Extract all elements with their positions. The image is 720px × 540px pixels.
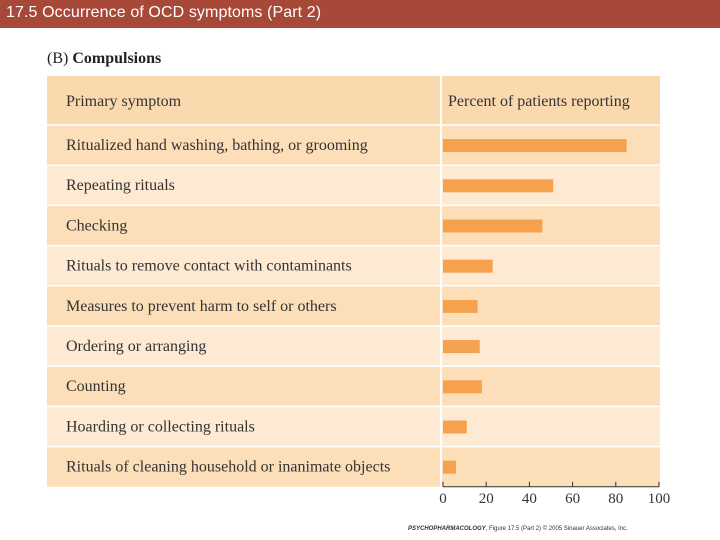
bar-1: [443, 139, 627, 153]
column-header-percent: Percent of patients reporting: [448, 93, 630, 110]
column-header-symptom: Primary symptom: [66, 93, 182, 110]
symptom-label: Checking: [66, 217, 127, 234]
x-tick-label: 80: [608, 491, 623, 507]
credit-rights: © 2005 Sinauer Associates, Inc.: [542, 526, 628, 532]
table-row-bg: [47, 205, 660, 246]
bar-8: [443, 420, 467, 434]
slide-title: 17.5 Occurrence of OCD symptoms (Part 2): [6, 4, 322, 21]
symptom-label: Counting: [66, 378, 126, 395]
symptom-label: Rituals of cleaning household or inanima…: [66, 459, 390, 476]
table-row-bg: [47, 285, 660, 326]
x-tick-label: 40: [522, 491, 537, 507]
table-row-bg: [47, 406, 660, 447]
symptom-label: Rituals to remove contact with contamina…: [66, 258, 352, 275]
table-row-bg: [47, 326, 660, 367]
bar-7: [443, 380, 482, 394]
x-tick-label: 20: [479, 491, 494, 507]
table-row-bg: [47, 366, 660, 407]
slide-title-bar: 17.5 Occurrence of OCD symptoms (Part 2): [0, 0, 720, 28]
symptom-label: Measures to prevent harm to self or othe…: [66, 298, 337, 315]
bar-4: [443, 259, 493, 273]
credit-figure: , Figure 17.5 (Part 2): [485, 526, 542, 532]
symptom-label: Ordering or arranging: [66, 338, 206, 355]
x-tick-label: 100: [648, 491, 671, 507]
table-row-bg: [47, 446, 660, 487]
bar-5: [443, 299, 478, 313]
figure-credit: PSYCHOPHARMACOLOGY, Figure 17.5 (Part 2)…: [408, 526, 628, 532]
symptom-label: Ritualized hand washing, bathing, or gro…: [66, 137, 368, 154]
credit-book: PSYCHOPHARMACOLOGY: [408, 526, 486, 532]
bar-2: [443, 179, 554, 193]
bar-6: [443, 340, 480, 354]
table-row-bg: [47, 165, 660, 206]
bar-3: [443, 219, 543, 233]
panel-label: (B) Compulsions: [47, 50, 161, 68]
header-row-bg: [47, 76, 660, 125]
panel-heading: Compulsions: [72, 50, 162, 67]
symptom-label: Hoarding or collecting rituals: [66, 418, 255, 435]
x-tick-label: 0: [439, 491, 447, 507]
bar-9: [443, 460, 456, 474]
symptom-label: Repeating rituals: [66, 177, 175, 194]
table-row-bg: [47, 245, 660, 286]
x-tick-label: 60: [565, 491, 580, 507]
panel-letter: (B): [47, 50, 69, 67]
